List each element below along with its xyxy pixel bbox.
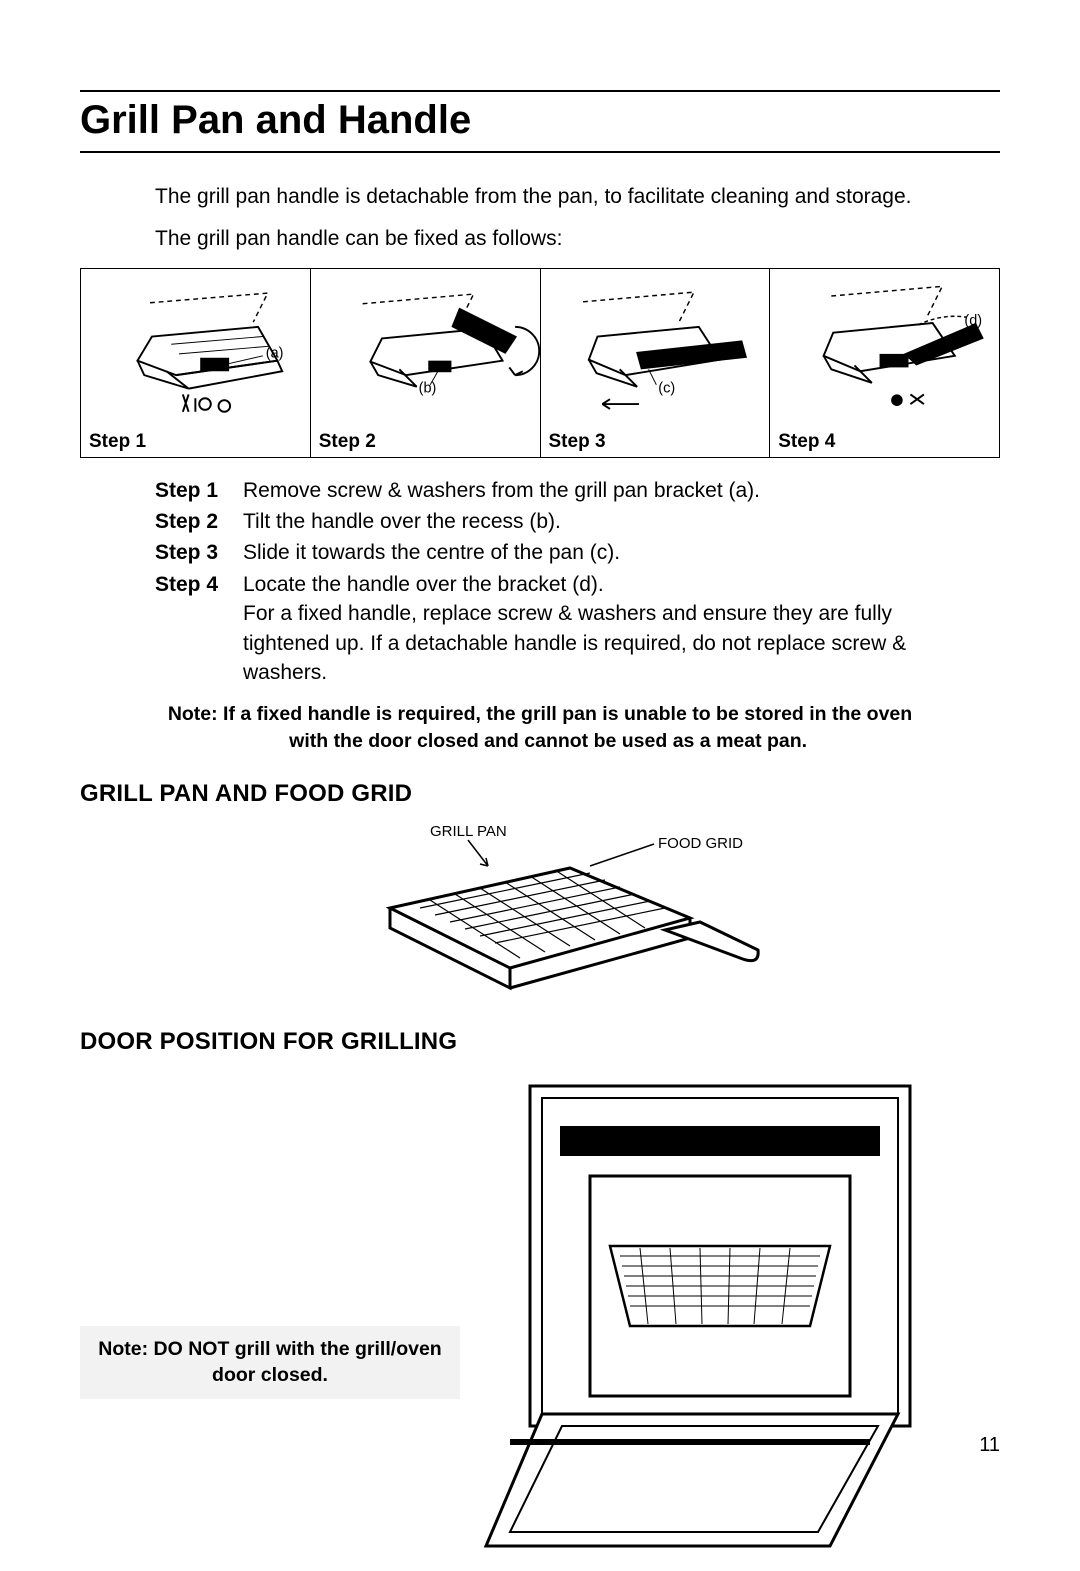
note-fixed: Note: If a fixed handle is required, the… <box>140 701 940 754</box>
step-cell-1: (a) Step 1 <box>80 268 311 458</box>
step3-label: Step 3 <box>549 431 762 453</box>
step3-lbl: Step 3 <box>155 538 227 567</box>
step4-label: Step 4 <box>778 431 991 453</box>
step2-txt: Tilt the handle over the recess (b). <box>243 507 925 536</box>
note-door: Note: DO NOT grill with the grill/oven d… <box>80 1326 460 1399</box>
step1-label: Step 1 <box>89 431 302 453</box>
step1-lbl: Step 1 <box>155 476 227 505</box>
step4-figure: (d) <box>770 269 999 433</box>
rule-bot <box>80 151 1000 153</box>
step-diagram-row: (a) Step 1 (b) Step 2 <box>80 268 1000 458</box>
rule-top <box>80 90 1000 92</box>
intro-1: The grill pan handle is detachable from … <box>155 183 1000 211</box>
step3-txt: Slide it towards the centre of the pan (… <box>243 538 925 567</box>
step-cell-4: (d) Step 4 <box>770 268 1000 458</box>
heading-grid: GRILL PAN AND FOOD GRID <box>80 780 1000 808</box>
grill-pan-figure: GRILL PAN FOOD GRID <box>80 818 1000 1008</box>
label-grill-pan: GRILL PAN <box>430 823 507 840</box>
label-food-grid: FOOD GRID <box>658 835 743 852</box>
step1-txt: Remove screw & washers from the grill pa… <box>243 476 925 505</box>
page-number: 11 <box>979 1434 1000 1457</box>
step4-txt: Locate the handle over the bracket (d). … <box>243 570 925 688</box>
anno-b: (b) <box>418 380 436 396</box>
step2-lbl: Step 2 <box>155 507 227 536</box>
step3-figure: (c) <box>541 269 770 433</box>
intro-2: The grill pan handle can be fixed as fol… <box>155 225 1000 253</box>
step-instructions: Step 1 Remove screw & washers from the gr… <box>155 476 925 688</box>
step1-figure: (a) <box>81 269 310 433</box>
anno-a: (a) <box>266 345 284 361</box>
step-cell-3: (c) Step 3 <box>541 268 771 458</box>
anno-d: (d) <box>965 313 983 329</box>
step4-lbl: Step 4 <box>155 570 227 688</box>
step2-figure: (b) <box>311 269 540 433</box>
step2-label: Step 2 <box>319 431 532 453</box>
anno-c: (c) <box>658 380 675 396</box>
heading-door: DOOR POSITION FOR GRILLING <box>80 1028 1000 1056</box>
step-cell-2: (b) Step 2 <box>311 268 541 458</box>
door-figure <box>470 1066 1000 1571</box>
page-title: Grill Pan and Handle <box>80 98 1000 143</box>
